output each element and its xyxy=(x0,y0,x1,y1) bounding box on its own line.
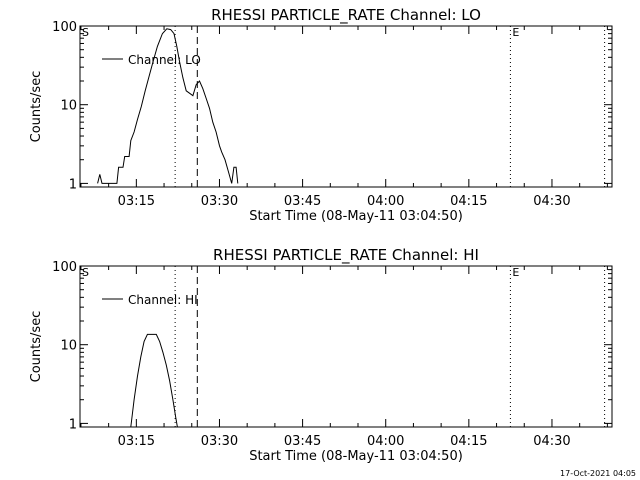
event-marker-label: E xyxy=(512,266,519,279)
plot-frame xyxy=(79,265,613,428)
x-tick-label: 04:30 xyxy=(533,434,570,449)
x-axis-label: Start Time (08-May-11 03:04:50) xyxy=(249,449,463,464)
x-tick-label: 03:30 xyxy=(201,434,238,449)
y-tick-label: 10 xyxy=(60,339,77,354)
y-tick-label: 1 xyxy=(69,177,77,192)
legend-entry: Channel: LO xyxy=(128,53,201,67)
x-tick-label: 04:30 xyxy=(533,194,570,209)
legend-entry: Channel: HI xyxy=(128,293,198,307)
y-tick-label: 1 xyxy=(69,417,77,432)
x-tick-label: 03:15 xyxy=(118,194,155,209)
x-tick-label: 04:15 xyxy=(450,434,487,449)
chart-panel-1: RHESSI PARTICLE_RATE Channel: LO 03:15 03:… xyxy=(29,6,613,224)
y-tick-label: 10 xyxy=(60,99,77,114)
x-tick-label: 03:45 xyxy=(284,194,321,209)
y-axis-label: Counts/sec xyxy=(29,311,44,383)
chart-panel-2: RHESSI PARTICLE_RATE Channel: HI 03:15 03:… xyxy=(29,246,613,464)
x-tick-label: 03:30 xyxy=(201,194,238,209)
chart-title: RHESSI PARTICLE_RATE Channel: HI xyxy=(213,246,479,265)
event-marker-label: S xyxy=(82,266,89,279)
x-tick-label: 04:15 xyxy=(450,194,487,209)
series-line xyxy=(97,28,239,184)
plot-frame xyxy=(79,25,613,188)
y-axis-label: Counts/sec xyxy=(29,71,44,143)
x-tick-label: 04:00 xyxy=(367,194,404,209)
series-line xyxy=(130,333,178,428)
footer-timestamp: 17-Oct-2021 04:05 xyxy=(560,469,636,478)
x-tick-label: 03:15 xyxy=(118,434,155,449)
y-tick-label: 100 xyxy=(52,20,77,35)
x-axis-label: Start Time (08-May-11 03:04:50) xyxy=(249,209,463,224)
chart-title: RHESSI PARTICLE_RATE Channel: LO xyxy=(211,6,481,25)
event-marker-label: S xyxy=(82,26,89,39)
y-tick-label: 100 xyxy=(52,260,77,275)
event-marker-label: E xyxy=(512,26,519,39)
x-tick-label: 03:45 xyxy=(284,434,321,449)
x-tick-label: 04:00 xyxy=(367,434,404,449)
